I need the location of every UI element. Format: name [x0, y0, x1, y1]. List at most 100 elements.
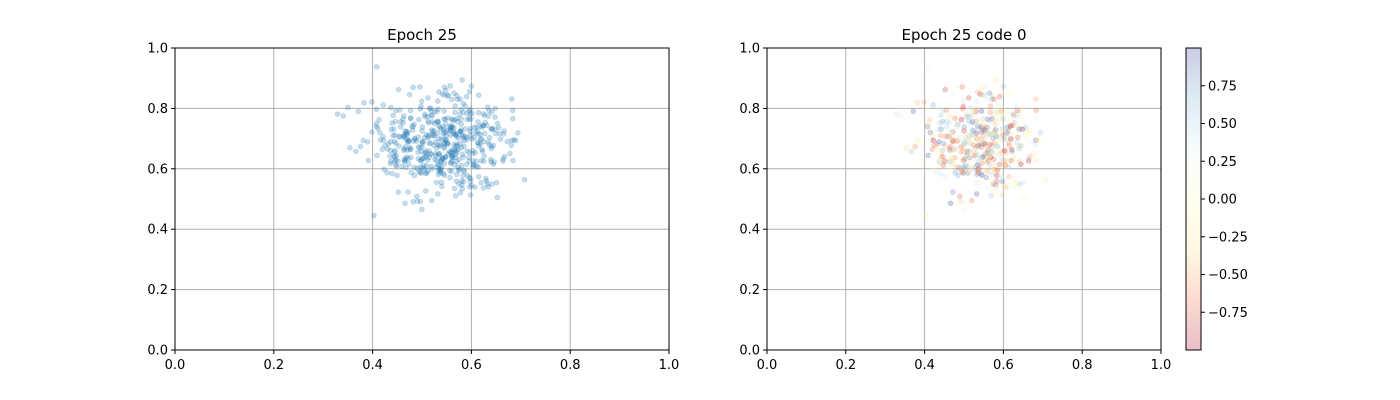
left-scatter-point — [458, 144, 465, 151]
left-scatter-point — [458, 116, 464, 122]
right-scatter-point — [1019, 130, 1026, 137]
right-scatter-point — [1002, 162, 1009, 169]
right-scatter-point — [949, 154, 955, 160]
right-scatter-point — [1026, 128, 1033, 134]
left-scatter-point — [449, 123, 456, 129]
right-scatter-point — [979, 84, 985, 91]
left-scatter-point — [466, 158, 473, 165]
left-scatter-point — [462, 103, 468, 109]
right-scatter-point — [986, 128, 992, 135]
left-scatter-point — [419, 140, 426, 147]
right-scatter-point — [924, 106, 931, 113]
left-scatter-point — [445, 93, 451, 99]
left-scatter-point — [405, 155, 412, 162]
left-scatter-point — [394, 172, 400, 179]
right-scatter-point — [924, 123, 931, 130]
left-scatter-point — [396, 143, 402, 149]
left-scatter-point — [418, 157, 425, 164]
right-scatter-point — [961, 165, 968, 171]
right-scatter-point — [990, 135, 996, 141]
left-scatter-point — [460, 135, 467, 141]
left-scatter-point — [469, 136, 475, 142]
left-scatter-point — [390, 132, 397, 139]
right-scatter-point — [970, 108, 977, 115]
right-scatter-point — [955, 172, 961, 179]
left-scatter-point — [392, 147, 398, 154]
left-scatter-point — [426, 132, 433, 139]
left-scatter-point — [463, 93, 470, 100]
right-scatter-point — [1008, 136, 1014, 143]
right-scatter-point — [1004, 158, 1011, 165]
left-scatter-point — [451, 117, 458, 123]
left-scatter-point — [436, 162, 442, 169]
right-scatter-point — [989, 118, 996, 125]
left-scatter-point — [435, 122, 442, 129]
left-scatter-point — [508, 96, 515, 102]
left-scatter-point — [387, 160, 394, 167]
right-scatter-point — [950, 155, 956, 162]
right-scatter-point — [964, 188, 970, 194]
right-scatter-point — [983, 123, 990, 129]
left-scatter-point — [421, 150, 428, 157]
right-scatter-point — [993, 172, 1000, 179]
right-scatter-point — [963, 111, 970, 118]
left-scatter-point — [395, 86, 402, 93]
right-scatter-point — [985, 123, 991, 129]
left-scatter-point — [419, 206, 425, 213]
left-scatter-point — [438, 136, 444, 143]
left-scatter-point — [392, 118, 399, 125]
right-scatter-point — [992, 127, 999, 133]
right-scatter-point — [984, 149, 990, 156]
right-scatter-point — [994, 143, 1001, 150]
left-scatter-point — [500, 131, 507, 137]
left-scatter-point — [479, 146, 485, 153]
left-scatter-point — [451, 147, 458, 153]
left-scatter-point — [456, 181, 462, 187]
left-scatter-point — [393, 140, 399, 147]
right-scatter-point — [935, 153, 942, 160]
right-scatter-point — [988, 132, 994, 139]
left-scatter-point — [389, 170, 395, 177]
left-scatter-point — [424, 113, 431, 120]
right-scatter-point — [1003, 184, 1009, 191]
right-scatter-point — [983, 167, 989, 174]
left-scatter-point — [449, 154, 456, 161]
right-scatter-point — [973, 161, 980, 168]
left-xtick-label-4: 0.8 — [560, 358, 581, 373]
left-scatter-point — [401, 131, 408, 138]
left-scatter-point — [402, 128, 408, 134]
left-scatter-point — [471, 134, 478, 141]
right-scatter-point — [943, 119, 950, 125]
right-scatter-point — [964, 154, 970, 161]
right-scatter-point — [974, 151, 980, 157]
right-scatter-point — [1019, 114, 1025, 120]
left-scatter-point — [425, 135, 432, 141]
left-scatter-point — [371, 212, 377, 219]
right-scatter-point — [1014, 113, 1020, 119]
right-scatter-point — [1043, 176, 1049, 183]
right-scatter-point — [993, 151, 999, 158]
right-scatter-point — [988, 192, 994, 199]
left-scatter-point — [449, 152, 455, 159]
right-scatter-point — [992, 144, 999, 151]
right-scatter-point — [967, 105, 974, 111]
left-scatter-point — [457, 96, 463, 102]
left-scatter-point — [479, 124, 486, 130]
right-scatter-point — [972, 179, 979, 186]
right-scatter-point — [939, 138, 945, 145]
right-scatter-point — [1001, 147, 1008, 154]
left-scatter-point — [444, 139, 451, 146]
left-scatter-point — [442, 121, 449, 127]
left-scatter-point — [391, 126, 397, 132]
right-scatter-point — [993, 109, 1000, 115]
left-scatter-point — [431, 133, 438, 139]
left-scatter-point — [482, 175, 489, 182]
right-scatter-point — [986, 125, 993, 131]
left-scatter-point — [415, 149, 421, 155]
right-scatter-point — [975, 158, 982, 164]
right-scatter-point — [999, 132, 1006, 139]
left-scatter-point — [400, 120, 407, 126]
right-scatter-point — [960, 144, 967, 150]
left-scatter-point — [444, 141, 451, 147]
right-scatter-point — [1026, 131, 1032, 137]
